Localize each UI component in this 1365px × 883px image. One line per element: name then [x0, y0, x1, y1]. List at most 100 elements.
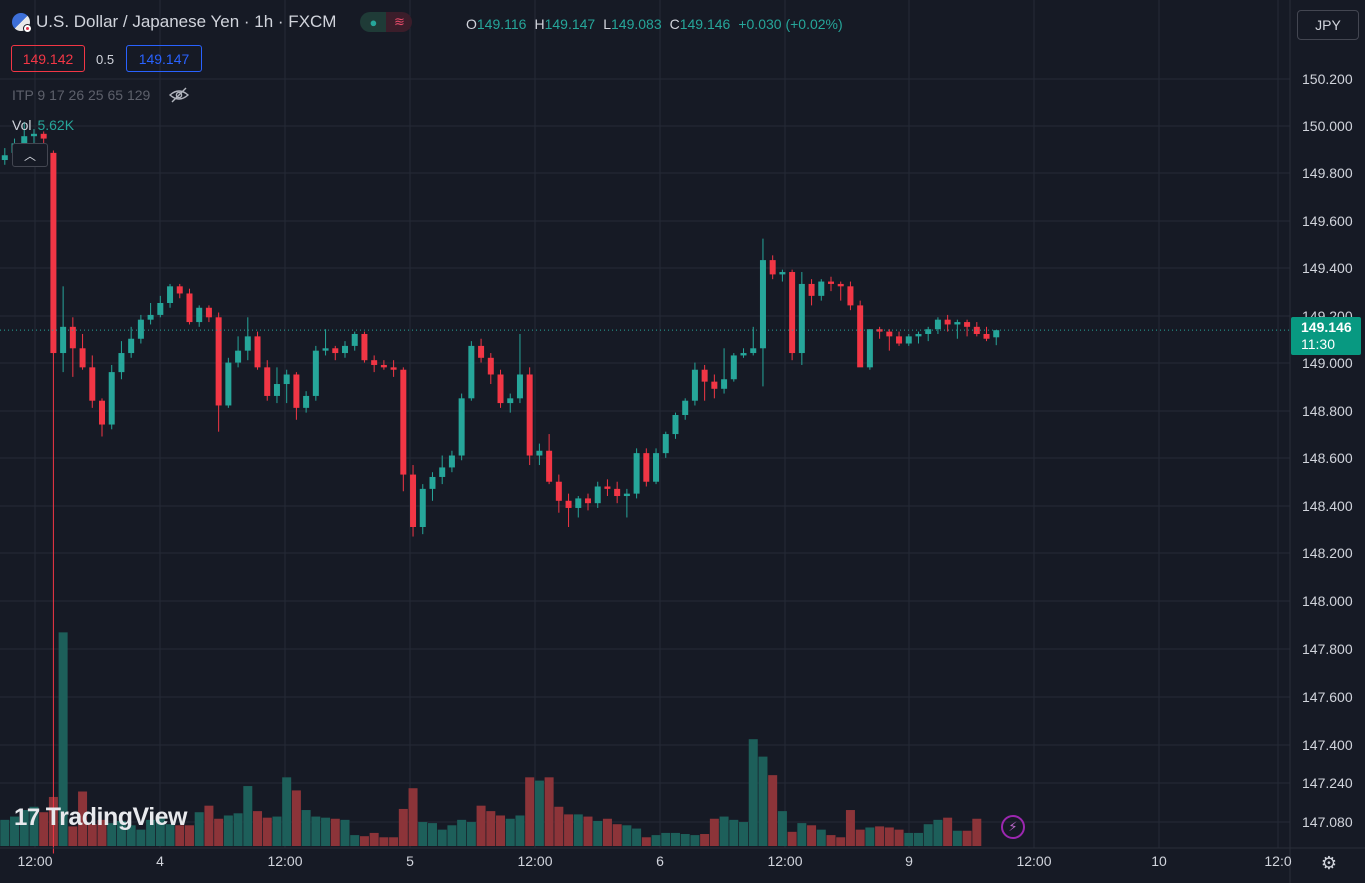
collapse-legend-button[interactable]: ︿: [12, 143, 48, 167]
volume-bar: [262, 817, 272, 846]
volume-bar: [369, 832, 379, 846]
symbol-title[interactable]: U.S. Dollar / Japanese Yen · 1h · FXCM: [36, 12, 337, 31]
candle: [497, 369, 504, 408]
candle: [614, 481, 621, 504]
volume-bar: [622, 825, 632, 846]
candle: [322, 329, 329, 356]
grid-lines: [0, 0, 1290, 848]
candle: [60, 286, 67, 373]
candle: [585, 493, 591, 511]
candle: [604, 479, 611, 497]
bar-countdown: 11:30: [1301, 336, 1335, 352]
settings-gear-icon[interactable]: ⚙: [1320, 852, 1338, 873]
candle: [235, 336, 242, 368]
volume-bar: [943, 817, 953, 846]
volume-bar: [573, 814, 583, 846]
candle: [89, 355, 96, 408]
volume-bar: [19, 810, 29, 846]
volume-value: 5.62K: [37, 117, 75, 133]
volume-bar: [758, 756, 768, 846]
price-tick-label: 147.240: [1302, 775, 1353, 791]
candle: [876, 326, 883, 339]
candle: [176, 283, 183, 299]
candle: [779, 269, 786, 282]
currency-selector[interactable]: JPY: [1297, 10, 1359, 40]
volume-bar: [554, 806, 564, 846]
volume-bar: [340, 819, 350, 846]
price-tick-label: 150.200: [1302, 71, 1353, 87]
candle: [215, 312, 222, 432]
price-tick-label: 150.000: [1302, 118, 1353, 134]
volume-bar: [787, 831, 797, 846]
candle: [721, 348, 728, 394]
candle: [157, 295, 164, 318]
lightning-icon[interactable]: ⚡: [1001, 815, 1025, 839]
volume-bar: [116, 820, 126, 846]
price-tick-label: 149.000: [1302, 355, 1353, 371]
candle: [361, 331, 368, 363]
volume-bar: [146, 819, 156, 846]
volume-bar: [204, 805, 214, 846]
candle: [828, 276, 834, 292]
tradingview-logo[interactable]: 17 TradingView: [14, 803, 188, 832]
candle: [458, 393, 465, 461]
volume-bar: [690, 835, 700, 846]
last-price-value: 149.146: [1301, 319, 1352, 335]
plot-area[interactable]: [0, 0, 1290, 848]
volume-bar: [670, 832, 680, 846]
volume-bar: [748, 739, 758, 846]
volume-bar: [719, 816, 729, 846]
volume-legend[interactable]: Vol 5.62K: [12, 117, 74, 133]
price-tick-label: 147.080: [1302, 814, 1353, 830]
volume-bar: [904, 832, 914, 846]
low-value: 149.083: [611, 16, 662, 32]
candle: [886, 329, 893, 351]
candle: [50, 150, 57, 854]
buy-button[interactable]: 149.147: [126, 45, 202, 72]
volume-bar: [0, 819, 10, 846]
volume-bar: [680, 834, 690, 846]
volume-bar: [107, 823, 117, 846]
candle: [672, 412, 679, 439]
volume-bar: [583, 816, 593, 846]
itp-indicator-legend[interactable]: ITP 9 17 26 25 65 129: [12, 87, 190, 103]
time-tick-label: 12:00: [517, 853, 552, 869]
candle: [925, 326, 932, 342]
sell-button[interactable]: 149.142: [11, 45, 85, 72]
time-axis[interactable]: 12:00 4 12:00 5 12:00 6 12:00 9 12:00 10 12:0: [17, 853, 1291, 869]
candle: [837, 281, 844, 301]
volume-bar: [10, 816, 20, 846]
price-axis[interactable]: 150.200150.000149.800149.600149.400149.2…: [1302, 71, 1353, 830]
volume-bar: [923, 824, 933, 846]
volume-bar: [457, 819, 467, 846]
volume-bar: [836, 837, 846, 846]
volume-bar: [39, 812, 49, 846]
candle: [798, 272, 805, 365]
volume-bar: [826, 835, 836, 846]
volume-bar: [768, 775, 778, 846]
candle: [847, 281, 854, 311]
volume-bar: [253, 811, 263, 846]
candle: [730, 353, 737, 382]
candle: [857, 300, 864, 368]
symbol-header[interactable]: U.S. Dollar / Japanese Yen · 1h · FXCM ●…: [12, 12, 413, 33]
itp-indicator-label: ITP 9 17 26 25 65 129: [12, 87, 151, 103]
volume-bar: [476, 805, 486, 846]
time-tick-label: 9: [905, 853, 913, 869]
candle: [429, 472, 436, 501]
candle: [99, 398, 105, 437]
volume-bars: [0, 632, 982, 846]
candle: [1, 148, 8, 165]
volume-bar: [321, 817, 331, 846]
volume-bar: [330, 818, 340, 846]
candle: [196, 305, 203, 327]
candle: [701, 364, 708, 401]
candle: [682, 398, 689, 420]
hidden-eye-icon[interactable]: [168, 87, 190, 103]
spread-value: 0.5: [96, 52, 115, 67]
candle: [478, 338, 485, 363]
volume-bar: [515, 815, 525, 846]
market-status-pill[interactable]: ● ≋: [360, 12, 413, 32]
volume-bar: [962, 830, 972, 846]
